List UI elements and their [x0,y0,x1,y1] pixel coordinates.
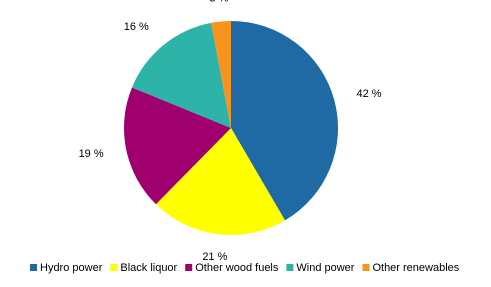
legend-label: Wind power [296,262,354,274]
legend-label: Black liquor [120,262,177,274]
pie-slice [231,21,338,221]
data-label: 42 % [356,88,381,100]
legend-label: Other wood fuels [195,262,279,274]
pie-slice [211,21,231,128]
legend-swatch [110,264,118,271]
legend-swatch [30,264,37,271]
pie-slice [155,128,285,235]
data-label: 16 % [124,21,149,33]
legend-swatch [286,264,294,271]
legend-label: Other renewables [372,262,459,274]
pie-slice [124,87,231,205]
legend-label: Hydro power [40,262,103,274]
data-label: 21 % [202,251,227,263]
legend-swatch [362,264,370,271]
legend-swatch [185,264,193,271]
data-label: 3 % [209,0,228,4]
pie-slice [131,22,231,128]
data-label: 19 % [79,148,104,160]
